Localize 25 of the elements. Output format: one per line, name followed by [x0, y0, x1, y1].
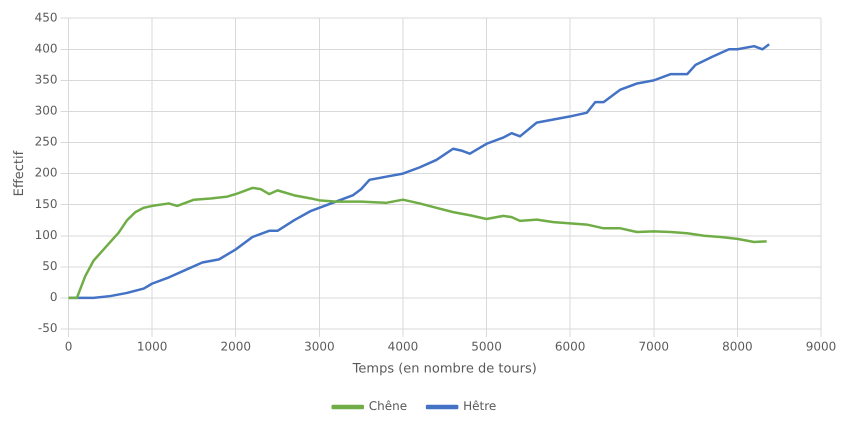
y-tick-label: 400 [34, 41, 58, 56]
y-tick-label: 300 [34, 104, 58, 118]
y-tick-label: 100 [34, 228, 58, 242]
x-tick-label: 5000 [471, 339, 502, 354]
y-tick-label: -50 [38, 321, 58, 336]
x-axis-title: Temps (en nombre de tours) [352, 362, 537, 377]
x-tick-label: 1000 [136, 339, 168, 354]
x-tick-label: 3000 [304, 339, 335, 354]
y-axis-title: Effectif [12, 150, 28, 196]
x-tick-label: 2000 [220, 339, 251, 354]
y-tick-label: 450 [34, 10, 58, 24]
y-tick-label: 150 [34, 196, 58, 211]
y-tick-label: 200 [34, 166, 58, 180]
x-tick-label: 9000 [806, 339, 836, 354]
legend-label: Chêne [368, 399, 408, 414]
y-tick-label: 250 [34, 134, 58, 149]
y-tick-label: 0 [50, 290, 58, 304]
x-tick-label: 4000 [388, 339, 418, 354]
y-tick-label: 350 [34, 72, 58, 86]
x-tick-label: 6000 [554, 339, 586, 354]
x-tick-label: 8000 [722, 339, 753, 354]
y-tick-label: 50 [42, 258, 58, 273]
legend-label: Hêtre [463, 399, 496, 414]
x-tick-label: 0 [64, 339, 72, 354]
x-tick-label: 7000 [638, 339, 670, 354]
